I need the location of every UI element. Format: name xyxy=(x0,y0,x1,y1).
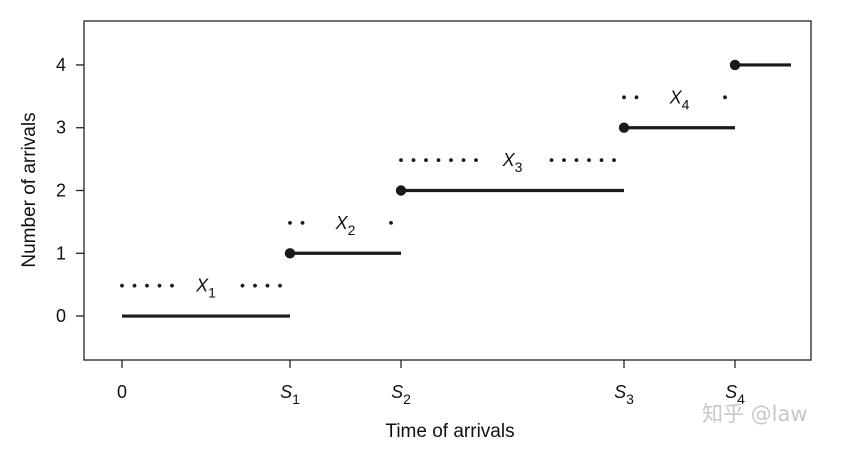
interarrival-label-1: X2 xyxy=(335,213,356,238)
y-tick-label-0: 0 xyxy=(56,306,66,326)
leader-dot xyxy=(411,158,416,163)
leader-dot xyxy=(265,283,270,288)
y-tick-label-2: 2 xyxy=(56,181,66,201)
leader-dot xyxy=(622,95,626,100)
step-dot-4 xyxy=(729,59,741,71)
x-tick-label-1: S1 xyxy=(280,382,300,407)
step-dot-1 xyxy=(284,248,296,259)
step-dot-3 xyxy=(618,122,630,133)
leader-dot xyxy=(599,158,604,163)
leader-dot xyxy=(120,283,124,288)
leader-dot xyxy=(132,283,137,288)
leader-dot xyxy=(587,158,591,163)
leader-dot xyxy=(278,283,282,288)
x-tick-label-3: S3 xyxy=(614,382,634,407)
leader-dot xyxy=(389,220,393,225)
leader-dot xyxy=(474,158,478,163)
leader-dot xyxy=(170,283,174,288)
leader-dot xyxy=(723,95,727,100)
leader-dot xyxy=(424,158,428,163)
leader-dot xyxy=(145,283,149,288)
y-tick-label-3: 3 xyxy=(56,118,66,138)
leader-dot xyxy=(634,95,639,100)
x-tick-label-2: S2 xyxy=(391,382,411,407)
leader-dot xyxy=(399,158,403,163)
leader-dot xyxy=(449,158,453,163)
interarrival-label-0: X1 xyxy=(195,276,216,301)
leader-dot xyxy=(612,158,616,163)
x-tick-label-0: 0 xyxy=(117,382,127,402)
leader-dot xyxy=(300,220,305,225)
x-tick-label-4: S4 xyxy=(725,382,745,407)
leader-dot xyxy=(436,158,441,163)
step-dot-2 xyxy=(395,185,407,196)
leader-dot xyxy=(461,158,466,163)
y-tick-label-4: 4 xyxy=(56,55,66,75)
interarrival-label-2: X3 xyxy=(502,150,523,175)
x-axis-title: Time of arrivals xyxy=(385,421,514,442)
leader-dot xyxy=(549,158,554,163)
leader-dot xyxy=(562,158,566,163)
watermark: 知乎 @law xyxy=(702,402,808,426)
leader-dot xyxy=(288,220,292,225)
leader-dot xyxy=(253,283,257,288)
leader-dot xyxy=(240,283,245,288)
y-tick-label-1: 1 xyxy=(56,243,66,263)
y-axis-title: Number of arrivals xyxy=(19,112,40,267)
interarrival-label-3: X4 xyxy=(669,87,690,112)
leader-dot xyxy=(157,283,162,288)
leader-dot xyxy=(574,158,579,163)
